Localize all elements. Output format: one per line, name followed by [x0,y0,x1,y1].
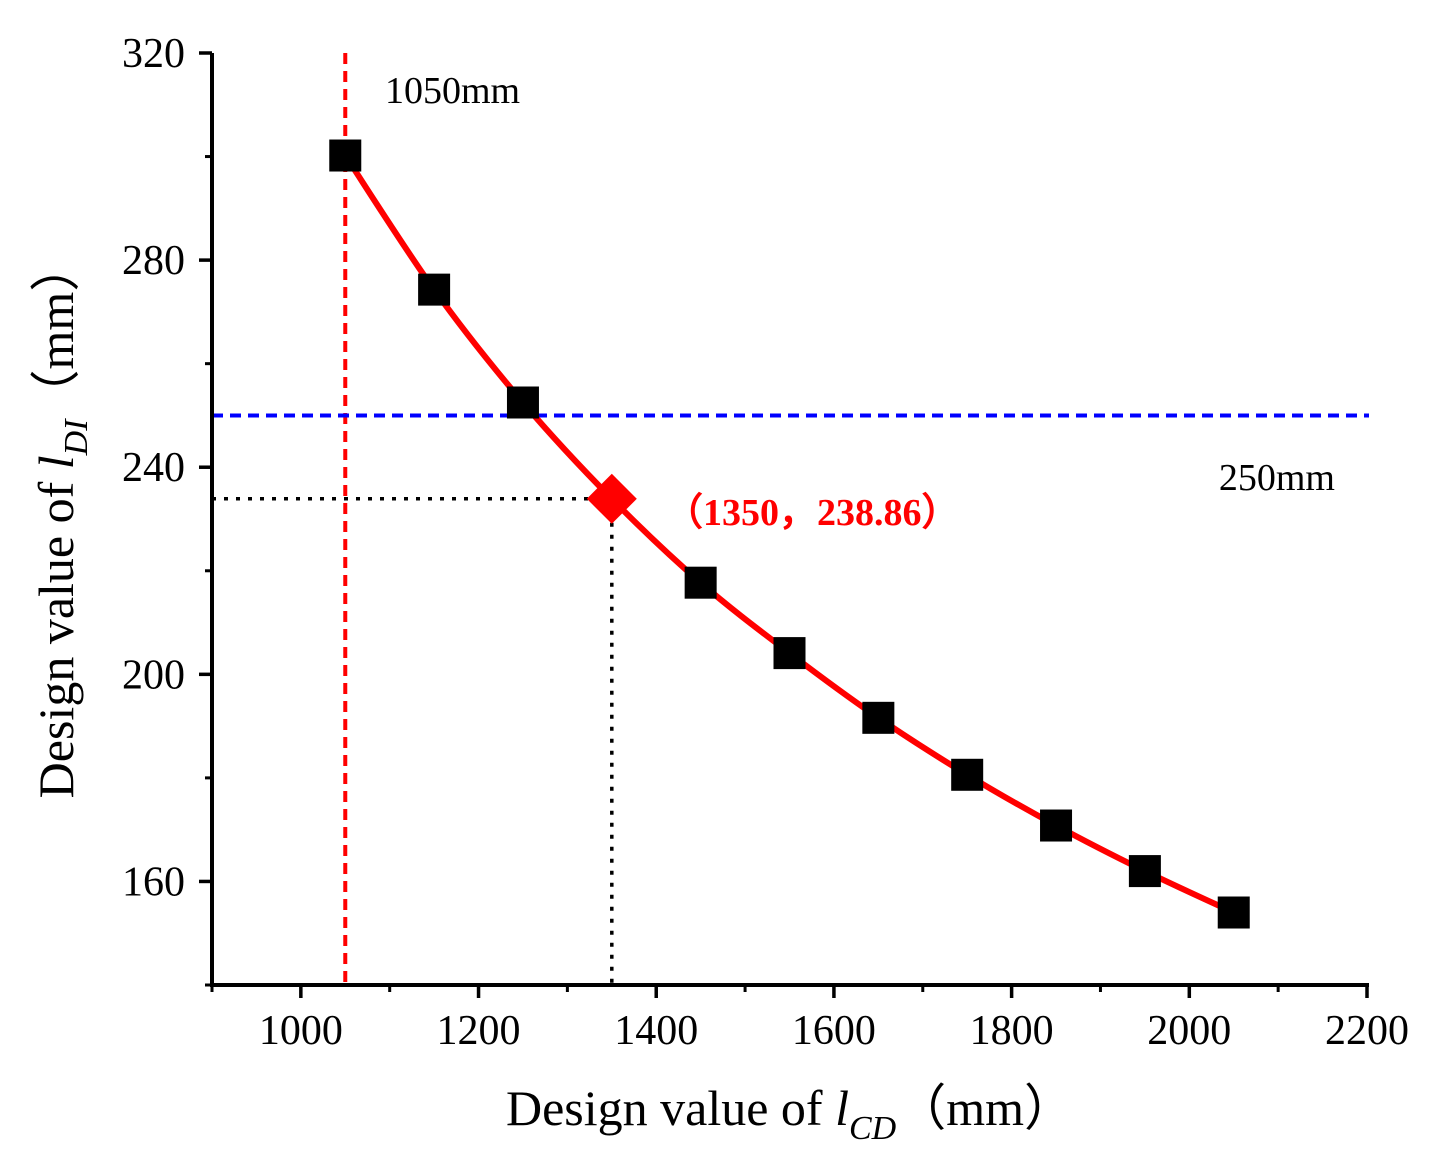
reference-lines-layer [212,53,1369,985]
data-point [951,758,984,791]
y-tick-label: 240 [122,445,185,491]
y-tick-label: 160 [122,859,185,905]
y-axis-title-unit: （mm） [28,242,84,420]
highlight-point-label: （1350，238.86） [665,492,960,534]
x-axis-title: Design value of lCD（mm） [506,1080,1074,1147]
data-point [684,566,717,599]
reference-label-vertical: 1050mm [385,70,520,112]
labels-layer: 1050mm 250mm （1350，238.86） Design value of … [28,70,1335,1147]
x-tick-label: 1600 [792,1008,876,1054]
guide-lines-layer [212,497,614,985]
y-tick-label: 320 [122,31,185,77]
axes-layer: 1000 1200 1400 1600 1800 2000 2200 160 200 240 280… [122,31,1409,1054]
data-point [329,139,362,172]
x-tick-label: 2200 [1325,1008,1409,1054]
series-line [342,153,1235,916]
x-tick-label: 1400 [614,1008,698,1054]
y-axis-title-subscript: DI [58,418,95,457]
x-axis-title-unit: （mm） [896,1080,1074,1136]
data-point [862,701,895,734]
y-axis-title-prefix: Design value of [28,469,84,798]
x-tick-label: 1200 [437,1008,521,1054]
series-layer [342,153,1235,916]
x-axis-title-variable: l [835,1080,849,1136]
y-tick-label: 200 [122,652,185,698]
y-tick-label: 280 [122,238,185,284]
markers-layer [329,139,1250,929]
x-tick-label: 2000 [1147,1008,1231,1054]
x-tick-label: 1000 [259,1008,343,1054]
data-point [418,273,451,306]
x-axis-title-prefix: Design value of [506,1080,835,1136]
data-point [506,386,539,419]
reference-label-horizontal: 250mm [1219,457,1335,499]
y-axis-title: Design value of lDI（mm） [28,242,95,799]
x-tick-label: 1800 [970,1008,1054,1054]
data-point [1040,809,1073,842]
data-point [1128,855,1161,888]
data-point [773,637,806,670]
data-point [1217,896,1250,929]
y-axis-title-variable: l [28,455,84,469]
x-axis-title-subscript: CD [849,1110,897,1147]
highlight-point [586,473,637,524]
